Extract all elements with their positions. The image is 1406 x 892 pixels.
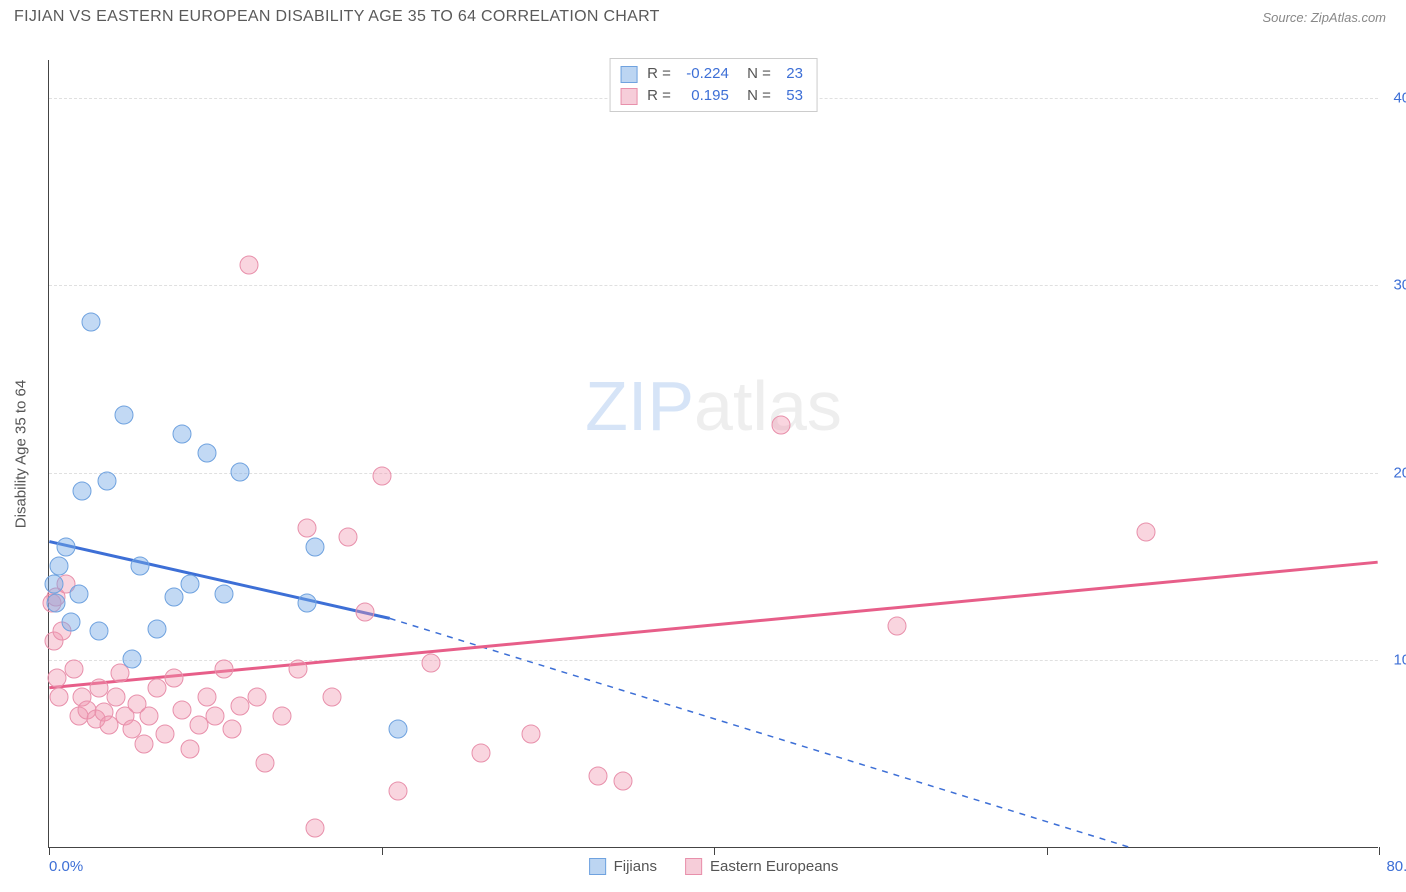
data-point — [239, 256, 258, 275]
data-point — [588, 766, 607, 785]
data-point — [256, 753, 275, 772]
data-point — [297, 519, 316, 538]
correlation-legend: R = -0.224 N = 23 R = 0.195 N = 53 — [609, 58, 818, 112]
swatch-icon — [685, 858, 702, 875]
legend-row-fijians: R = -0.224 N = 23 — [620, 63, 803, 85]
data-point — [114, 406, 133, 425]
legend-item-ee: Eastern Europeans — [685, 858, 838, 875]
x-tick-label: 0.0% — [49, 858, 83, 875]
data-point — [472, 744, 491, 763]
data-point — [73, 481, 92, 500]
r-label: R = — [647, 85, 671, 107]
data-point — [173, 701, 192, 720]
data-point — [56, 537, 75, 556]
n-label: N = — [739, 63, 771, 85]
data-point — [61, 612, 80, 631]
data-point — [1137, 522, 1156, 541]
series-legend: Fijians Eastern Europeans — [589, 858, 839, 875]
data-point — [289, 659, 308, 678]
legend-row-ee: R = 0.195 N = 53 — [620, 85, 803, 107]
data-point — [81, 312, 100, 331]
data-point — [272, 706, 291, 725]
legend-swatch-ee — [620, 88, 637, 105]
watermark: ZIPatlas — [585, 366, 842, 446]
n-value-ee: 53 — [781, 85, 803, 107]
data-point — [222, 719, 241, 738]
data-point — [131, 556, 150, 575]
data-point — [613, 772, 632, 791]
watermark-zip: ZIP — [585, 367, 694, 445]
data-point — [44, 575, 63, 594]
r-value-ee: 0.195 — [681, 85, 729, 107]
data-point — [231, 462, 250, 481]
watermark-atlas: atlas — [694, 367, 842, 445]
y-tick-label: 10.0% — [1393, 652, 1406, 669]
data-point — [148, 620, 167, 639]
data-point — [49, 556, 68, 575]
data-point — [134, 734, 153, 753]
data-point — [123, 650, 142, 669]
data-point — [297, 594, 316, 613]
n-value-fijians: 23 — [781, 63, 803, 85]
data-point — [181, 575, 200, 594]
data-point — [164, 588, 183, 607]
data-point — [306, 537, 325, 556]
data-point — [771, 415, 790, 434]
data-point — [173, 425, 192, 444]
data-point — [322, 687, 341, 706]
data-point — [181, 740, 200, 759]
scatter-chart: Disability Age 35 to 64 ZIPatlas 10.0%20… — [48, 60, 1378, 848]
data-point — [339, 528, 358, 547]
y-tick-label: 40.0% — [1393, 89, 1406, 106]
data-point — [422, 654, 441, 673]
y-axis-label: Disability Age 35 to 64 — [13, 379, 30, 527]
n-label: N = — [739, 85, 771, 107]
data-point — [247, 687, 266, 706]
y-tick-label: 30.0% — [1393, 277, 1406, 294]
data-point — [46, 594, 65, 613]
r-value-fijians: -0.224 — [681, 63, 729, 85]
data-point — [49, 687, 68, 706]
data-point — [156, 725, 175, 744]
data-point — [197, 444, 216, 463]
legend-label-fijians: Fijians — [614, 858, 657, 875]
data-point — [206, 706, 225, 725]
trend-lines — [49, 60, 1378, 847]
data-point — [106, 687, 125, 706]
data-point — [69, 584, 88, 603]
data-point — [372, 466, 391, 485]
data-point — [355, 603, 374, 622]
data-point — [139, 706, 158, 725]
data-point — [164, 669, 183, 688]
data-point — [389, 719, 408, 738]
data-point — [98, 472, 117, 491]
swatch-icon — [589, 858, 606, 875]
legend-swatch-fijians — [620, 66, 637, 83]
page-title: FIJIAN VS EASTERN EUROPEAN DISABILITY AG… — [14, 8, 660, 26]
data-point — [214, 584, 233, 603]
data-point — [522, 725, 541, 744]
legend-label-ee: Eastern Europeans — [710, 858, 838, 875]
data-point — [197, 687, 216, 706]
data-point — [887, 616, 906, 635]
legend-item-fijians: Fijians — [589, 858, 657, 875]
y-tick-label: 20.0% — [1393, 464, 1406, 481]
source-citation: Source: ZipAtlas.com — [1262, 10, 1386, 25]
data-point — [64, 659, 83, 678]
data-point — [214, 659, 233, 678]
data-point — [306, 819, 325, 838]
r-label: R = — [647, 63, 671, 85]
data-point — [89, 622, 108, 641]
data-point — [389, 781, 408, 800]
x-tick-label: 80.0% — [1386, 858, 1406, 875]
